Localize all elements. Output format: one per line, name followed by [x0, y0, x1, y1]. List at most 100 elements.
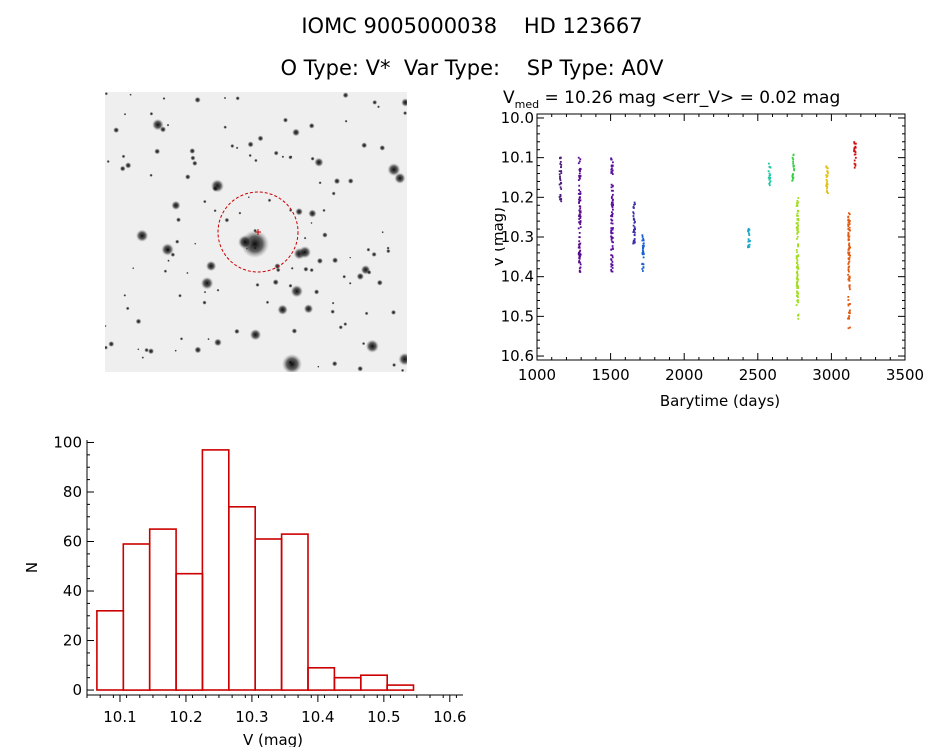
data-point — [769, 177, 771, 180]
data-point — [853, 159, 856, 162]
data-point — [560, 164, 563, 166]
data-point — [849, 312, 851, 315]
data-point — [610, 259, 613, 262]
data-point — [558, 183, 561, 186]
data-point — [579, 242, 582, 245]
sky-star — [135, 229, 149, 242]
data-point — [797, 299, 799, 301]
y-tick-label: 80 — [63, 483, 82, 501]
data-point — [578, 175, 580, 177]
data-point — [792, 153, 795, 156]
data-point — [641, 252, 644, 255]
data-point — [578, 221, 580, 223]
data-point — [847, 238, 850, 240]
data-point — [632, 224, 635, 227]
data-point — [633, 230, 635, 233]
histogram-x-label: V (mag) — [243, 731, 303, 747]
data-point — [796, 282, 798, 284]
data-point — [579, 263, 582, 266]
data-point — [769, 166, 772, 169]
sky-star — [238, 235, 252, 249]
sky-star — [235, 146, 239, 150]
data-point — [612, 241, 614, 244]
sky-star — [248, 153, 252, 158]
data-point — [577, 162, 580, 165]
data-point — [642, 270, 644, 272]
sky-star — [171, 200, 181, 210]
data-point — [797, 267, 799, 270]
data-point — [797, 231, 800, 233]
data-point — [747, 238, 750, 241]
data-point — [855, 142, 857, 145]
data-point — [795, 304, 798, 306]
data-point — [796, 203, 799, 206]
data-point — [848, 279, 851, 282]
x-tick-label: 2500 — [739, 366, 777, 384]
data-point — [578, 196, 581, 199]
data-point — [848, 256, 851, 259]
data-point — [578, 202, 580, 204]
data-point — [610, 270, 613, 273]
sky-star — [308, 209, 317, 218]
data-point — [826, 183, 829, 186]
data-point — [795, 284, 798, 287]
x-tick-label: 1500 — [592, 366, 630, 384]
data-point — [611, 240, 613, 243]
sky-star — [247, 141, 254, 148]
sky-star — [123, 112, 127, 116]
sky-star — [105, 345, 108, 350]
light-curve-series — [558, 156, 563, 203]
sky-star — [303, 304, 314, 314]
data-point — [747, 227, 750, 230]
data-point — [579, 190, 582, 193]
data-point — [796, 212, 799, 215]
sky-star — [105, 324, 107, 328]
data-point — [797, 228, 799, 231]
data-point — [610, 157, 613, 160]
sky-star — [309, 267, 314, 273]
sky-star — [152, 118, 164, 131]
sky-star — [377, 105, 380, 109]
data-point — [848, 311, 850, 314]
data-point — [797, 224, 799, 227]
sky-star — [207, 337, 210, 341]
sky-star — [213, 209, 217, 213]
sky-star — [255, 282, 260, 287]
data-point — [579, 261, 581, 264]
data-point — [797, 317, 800, 320]
data-point — [768, 162, 770, 165]
data-point — [559, 195, 562, 198]
data-point — [848, 260, 851, 263]
data-point — [578, 172, 581, 175]
sky-star — [338, 325, 343, 330]
light-curve-y-label: V (mag) — [495, 207, 507, 267]
sky-star — [106, 159, 110, 164]
y-tick-label: 20 — [63, 632, 82, 650]
data-point — [634, 231, 636, 234]
data-point — [610, 254, 613, 256]
data-point — [579, 199, 582, 202]
data-point — [847, 269, 850, 272]
data-point — [847, 228, 850, 230]
data-point — [559, 194, 562, 196]
data-point — [748, 234, 751, 236]
data-point — [847, 278, 850, 281]
data-point — [641, 239, 644, 242]
data-point — [847, 304, 850, 307]
data-point — [847, 216, 850, 219]
data-point — [847, 234, 850, 236]
data-point — [559, 179, 562, 182]
data-point — [632, 211, 635, 214]
histogram-bar — [254, 538, 283, 691]
data-point — [797, 254, 800, 257]
data-point — [634, 221, 636, 223]
data-point — [578, 200, 581, 202]
data-point — [578, 160, 581, 163]
data-point — [642, 245, 645, 247]
data-point — [795, 226, 798, 229]
data-point — [610, 265, 613, 268]
data-point — [611, 195, 613, 198]
sky-star — [194, 96, 201, 103]
data-point — [610, 165, 613, 168]
data-point — [768, 178, 771, 181]
